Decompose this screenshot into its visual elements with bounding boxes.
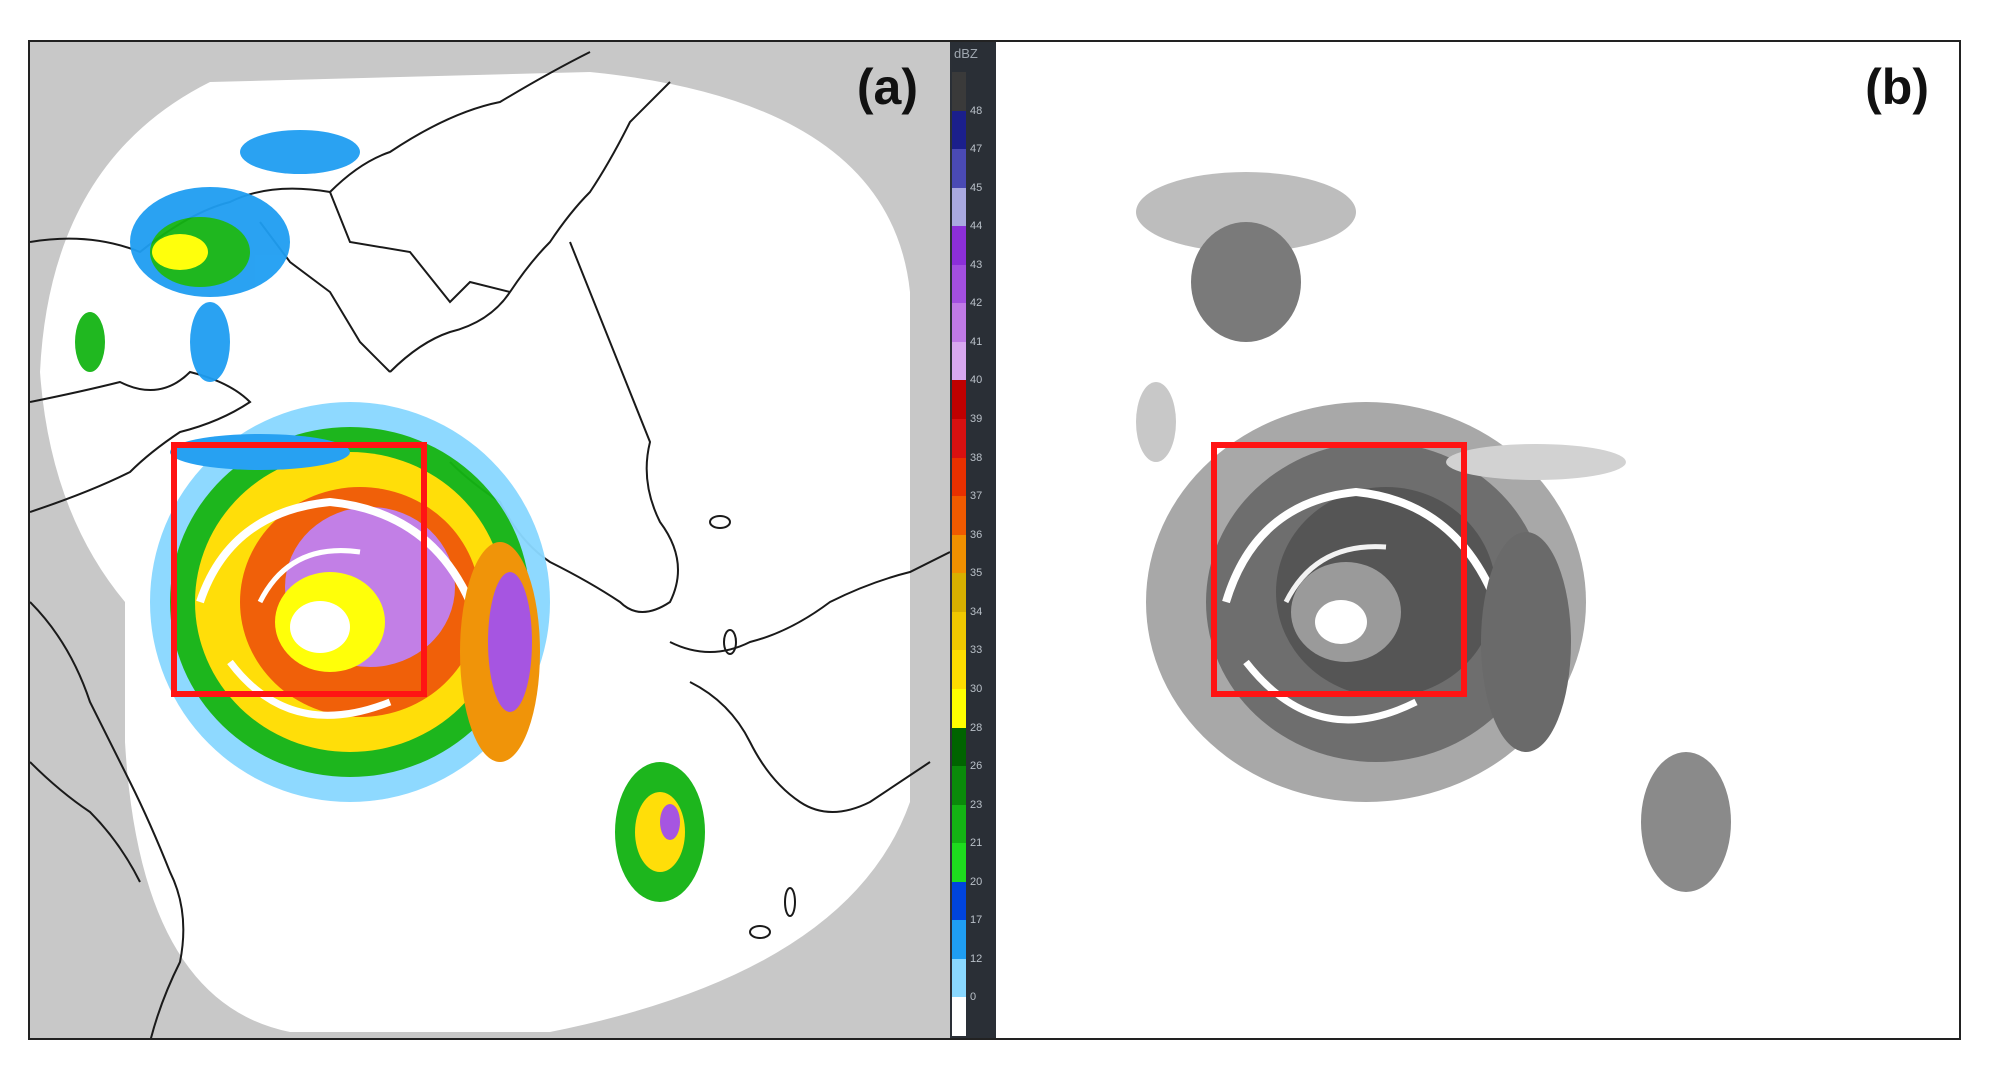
colorbar-tick-label: 40 (970, 374, 983, 387)
colorbar-strip (952, 72, 966, 1037)
colorbar-segment (952, 920, 966, 960)
grayscale-echoes (1136, 172, 1731, 892)
typhoon-echo (150, 402, 705, 902)
colorbar-segment (952, 766, 966, 806)
colorbar-tick-label: 35 (970, 567, 983, 580)
panel-label-b: (b) (1865, 59, 1929, 115)
colorbar-tick-label: 20 (970, 875, 983, 888)
colorbar-segment (952, 573, 966, 613)
colorbar-tick-label: 47 (970, 143, 983, 156)
panel-label-a: (a) (856, 59, 918, 115)
colorbar-tick-label: 34 (970, 605, 983, 618)
colorbar-segment (952, 187, 966, 227)
colorbar-segment (952, 611, 966, 651)
reflectivity-colorbar: dBZ 48 47 45 44 43 42 41 40 39 38 37 36 35 34 33 30 28 26… (950, 42, 996, 1038)
colorbar-tick-label: 33 (970, 644, 983, 657)
colorbar-segment (952, 72, 966, 111)
colorbar-segment (952, 496, 966, 536)
colorbar-segment (952, 881, 966, 921)
precipitation-echoes (75, 130, 360, 382)
colorbar-segment (952, 419, 966, 459)
colorbar-tick-label: 17 (970, 914, 983, 927)
colorbar-segment (952, 226, 966, 266)
radar-map (30, 51, 950, 1038)
colorbar-tick-label: 37 (970, 490, 983, 503)
colorbar-tick-label: 45 (970, 181, 983, 194)
typhoon-highlight-box (171, 442, 427, 697)
colorbar-tick-label: 38 (970, 451, 983, 464)
colorbar-tick-label: 44 (970, 220, 983, 233)
figure-frame: (a) dBZ 48 47 45 44 43 42 41 40 39 38 37 36 35 34 33 30… (28, 40, 1961, 1040)
colorbar-segment (952, 303, 966, 343)
colorbar-segment (952, 804, 966, 844)
colorbar-tick-label: 39 (970, 413, 983, 426)
grayscale-map (1136, 172, 1731, 892)
colorbar-tick-label: 48 (970, 104, 983, 117)
colorbar-tick-label: 41 (970, 335, 983, 348)
colorbar-segment (952, 688, 966, 728)
colorbar-tick-label: 42 (970, 297, 983, 310)
colorbar-segment (952, 534, 966, 574)
colorbar-segment (952, 149, 966, 189)
typhoon-highlight-box (1211, 442, 1467, 697)
colorbar-segment (952, 380, 966, 420)
colorbar-tick-label: 21 (970, 837, 983, 850)
colorbar-tick-label: 23 (970, 798, 983, 811)
colorbar-segment (952, 843, 966, 883)
colorbar-segment (952, 264, 966, 304)
colorbar-segment (952, 110, 966, 150)
colorbar-segment (952, 650, 966, 690)
colorbar-segment (952, 727, 966, 767)
colorbar-tick-label: 12 (970, 952, 983, 965)
grayscale-panel: (b) (996, 42, 1959, 1038)
colorbar-unit: dBZ (954, 46, 978, 61)
radar-reflectivity-panel: (a) (30, 42, 950, 1038)
colorbar-segment (952, 341, 966, 381)
colorbar-segment (952, 958, 966, 998)
colorbar-tick-label: 36 (970, 528, 983, 541)
colorbar-tick-label: 30 (970, 682, 983, 695)
colorbar-tick-label: 26 (970, 760, 983, 773)
colorbar-segment (952, 457, 966, 497)
colorbar-tick-label: 0 (970, 991, 977, 1004)
colorbar-tick-label: 28 (970, 721, 983, 734)
colorbar-segment (952, 997, 966, 1037)
colorbar-tick-label: 43 (970, 258, 983, 271)
coastlines (30, 51, 950, 1038)
